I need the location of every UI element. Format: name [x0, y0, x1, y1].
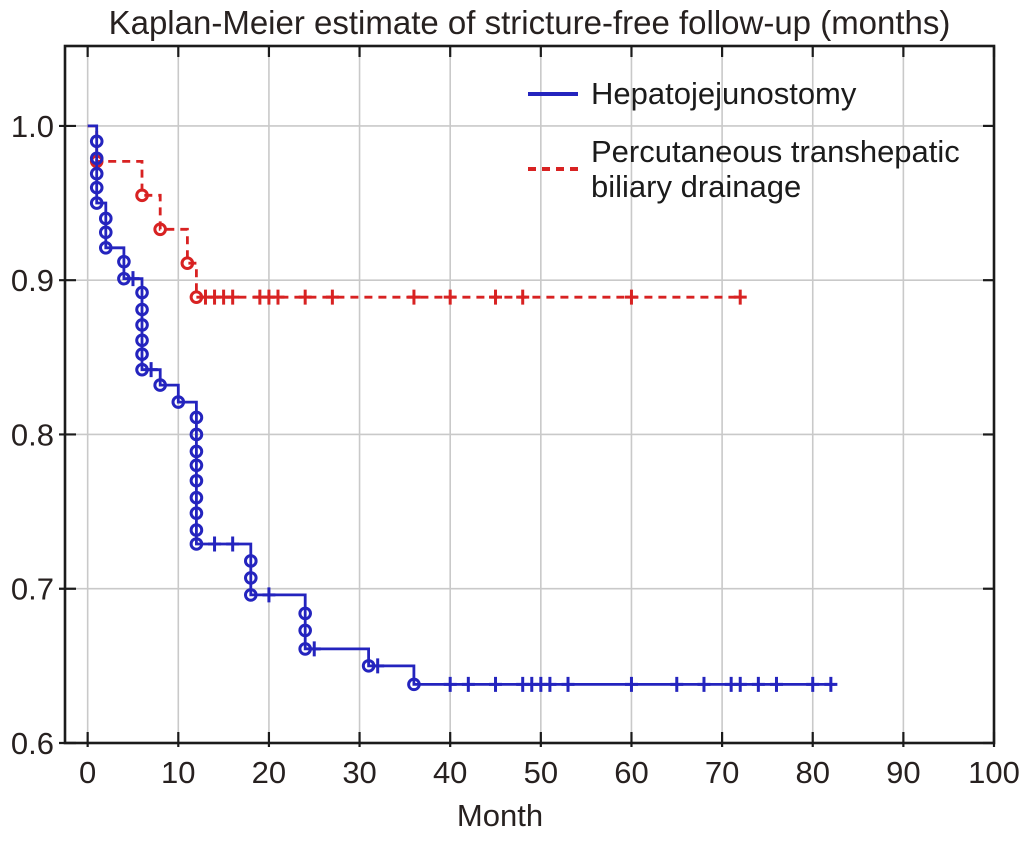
censor-plus-marker: [561, 676, 575, 692]
censor-plus-marker: [443, 676, 457, 692]
event-circle-marker: [244, 571, 258, 585]
censor-plus-marker: [443, 289, 457, 305]
event-circle-marker: [361, 659, 376, 673]
event-circle-marker: [135, 347, 149, 362]
censor-plus-marker: [543, 676, 557, 692]
event-circle-marker: [89, 134, 104, 149]
censor-plus-marker: [226, 536, 240, 552]
x-tick-label: 80: [795, 755, 829, 790]
event-circle-marker: [98, 240, 113, 255]
censor-plus-marker: [751, 676, 765, 692]
event-circle-marker: [153, 222, 167, 237]
censor-plus-marker: [489, 676, 503, 692]
x-tick-label: 100: [968, 755, 1020, 790]
y-tick-label: 0.9: [11, 263, 54, 298]
x-tick-label: 10: [161, 755, 195, 790]
event-circle-marker: [171, 395, 186, 409]
event-circle-marker: [135, 318, 149, 332]
censor-plus-marker: [226, 289, 240, 305]
event-circle-marker: [298, 606, 312, 621]
censor-plus-marker: [407, 289, 421, 305]
event-circle-marker: [189, 427, 204, 442]
censor-plus-marker: [271, 289, 285, 305]
censor-plus-marker: [624, 676, 638, 692]
y-tick-label: 0.7: [11, 572, 54, 607]
event-circle-marker: [407, 677, 421, 692]
plot-frame: [63, 44, 996, 745]
censor-plus-marker: [733, 289, 747, 305]
event-circle-marker: [298, 623, 312, 638]
legend-solid-line-swatch: [528, 91, 578, 96]
censor-plus-marker: [489, 289, 503, 305]
x-tick-label: 0: [79, 755, 96, 790]
censor-plus-marker: [298, 289, 312, 305]
event-circle-marker: [98, 211, 113, 226]
x-tick-label: 50: [524, 755, 558, 790]
censor-plus-marker: [697, 676, 711, 692]
x-tick-label: 40: [433, 755, 467, 790]
event-circle-marker: [180, 256, 195, 271]
legend: Hepatojejunostomy Percutaneous transhepa…: [528, 76, 1021, 227]
event-circle-marker: [89, 180, 104, 195]
event-circle-marker: [189, 490, 204, 505]
censor-plus-marker: [516, 289, 530, 305]
censor-plus-marker: [769, 676, 783, 692]
event-circle-marker: [135, 333, 149, 348]
event-circle-marker: [189, 444, 204, 459]
event-circle-marker: [189, 290, 204, 304]
event-circle-marker: [189, 523, 204, 537]
chart-title: Kaplan-Meier estimate of stricture-free …: [108, 4, 951, 41]
y-tick-label: 0.8: [11, 417, 54, 452]
x-tick-label: 60: [614, 755, 648, 790]
x-tick-label: 90: [886, 755, 920, 790]
km-curve: [87, 124, 836, 686]
x-tick-label: 20: [252, 755, 286, 790]
event-circle-marker: [153, 378, 167, 392]
event-circle-marker: [189, 537, 204, 551]
legend-item-ptbd: Percutaneous transhepatic biliary draina…: [528, 134, 1021, 205]
event-circle-marker: [189, 506, 204, 520]
event-circle-marker: [189, 473, 204, 488]
x-axis-label: Month: [456, 798, 544, 833]
censor-plus-marker: [670, 676, 684, 692]
censor-plus-marker: [262, 587, 276, 603]
km-curve: [87, 124, 741, 299]
event-circle-marker: [135, 188, 149, 203]
event-circle-marker: [189, 458, 204, 473]
censor-plus-marker: [208, 536, 222, 552]
y-tick-label: 1.0: [11, 109, 54, 144]
y-tick-label: 0.6: [11, 726, 54, 761]
event-circle-marker: [135, 285, 149, 300]
censor-plus-marker: [824, 676, 838, 692]
event-circle-marker: [244, 554, 258, 568]
censor-plus-marker: [806, 676, 820, 692]
event-circle-marker: [135, 362, 149, 377]
event-circle-marker: [244, 588, 258, 602]
censor-plus-marker: [733, 676, 747, 692]
legend-item-hepatojejunostomy: Hepatojejunostomy: [528, 76, 1021, 112]
legend-label-hepatojejunostomy: Hepatojejunostomy: [591, 76, 857, 111]
event-circle-marker: [89, 151, 104, 166]
event-circle-marker: [298, 642, 312, 656]
event-circle-marker: [189, 410, 204, 425]
censor-plus-marker: [325, 289, 339, 305]
censor-plus-marker: [624, 289, 638, 305]
event-circle-marker: [98, 225, 113, 240]
event-circle-marker: [135, 302, 149, 317]
x-tick-label: 70: [705, 755, 739, 790]
censor-plus-marker: [461, 676, 475, 692]
legend-label-ptbd: Percutaneous transhepatic biliary draina…: [591, 133, 960, 205]
x-tick-label: 30: [342, 755, 376, 790]
event-circle-marker: [89, 166, 104, 181]
event-circle-marker: [117, 271, 131, 286]
event-circle-marker: [117, 254, 131, 269]
event-circle-marker: [89, 196, 104, 210]
legend-dashed-line-swatch: [528, 167, 578, 172]
